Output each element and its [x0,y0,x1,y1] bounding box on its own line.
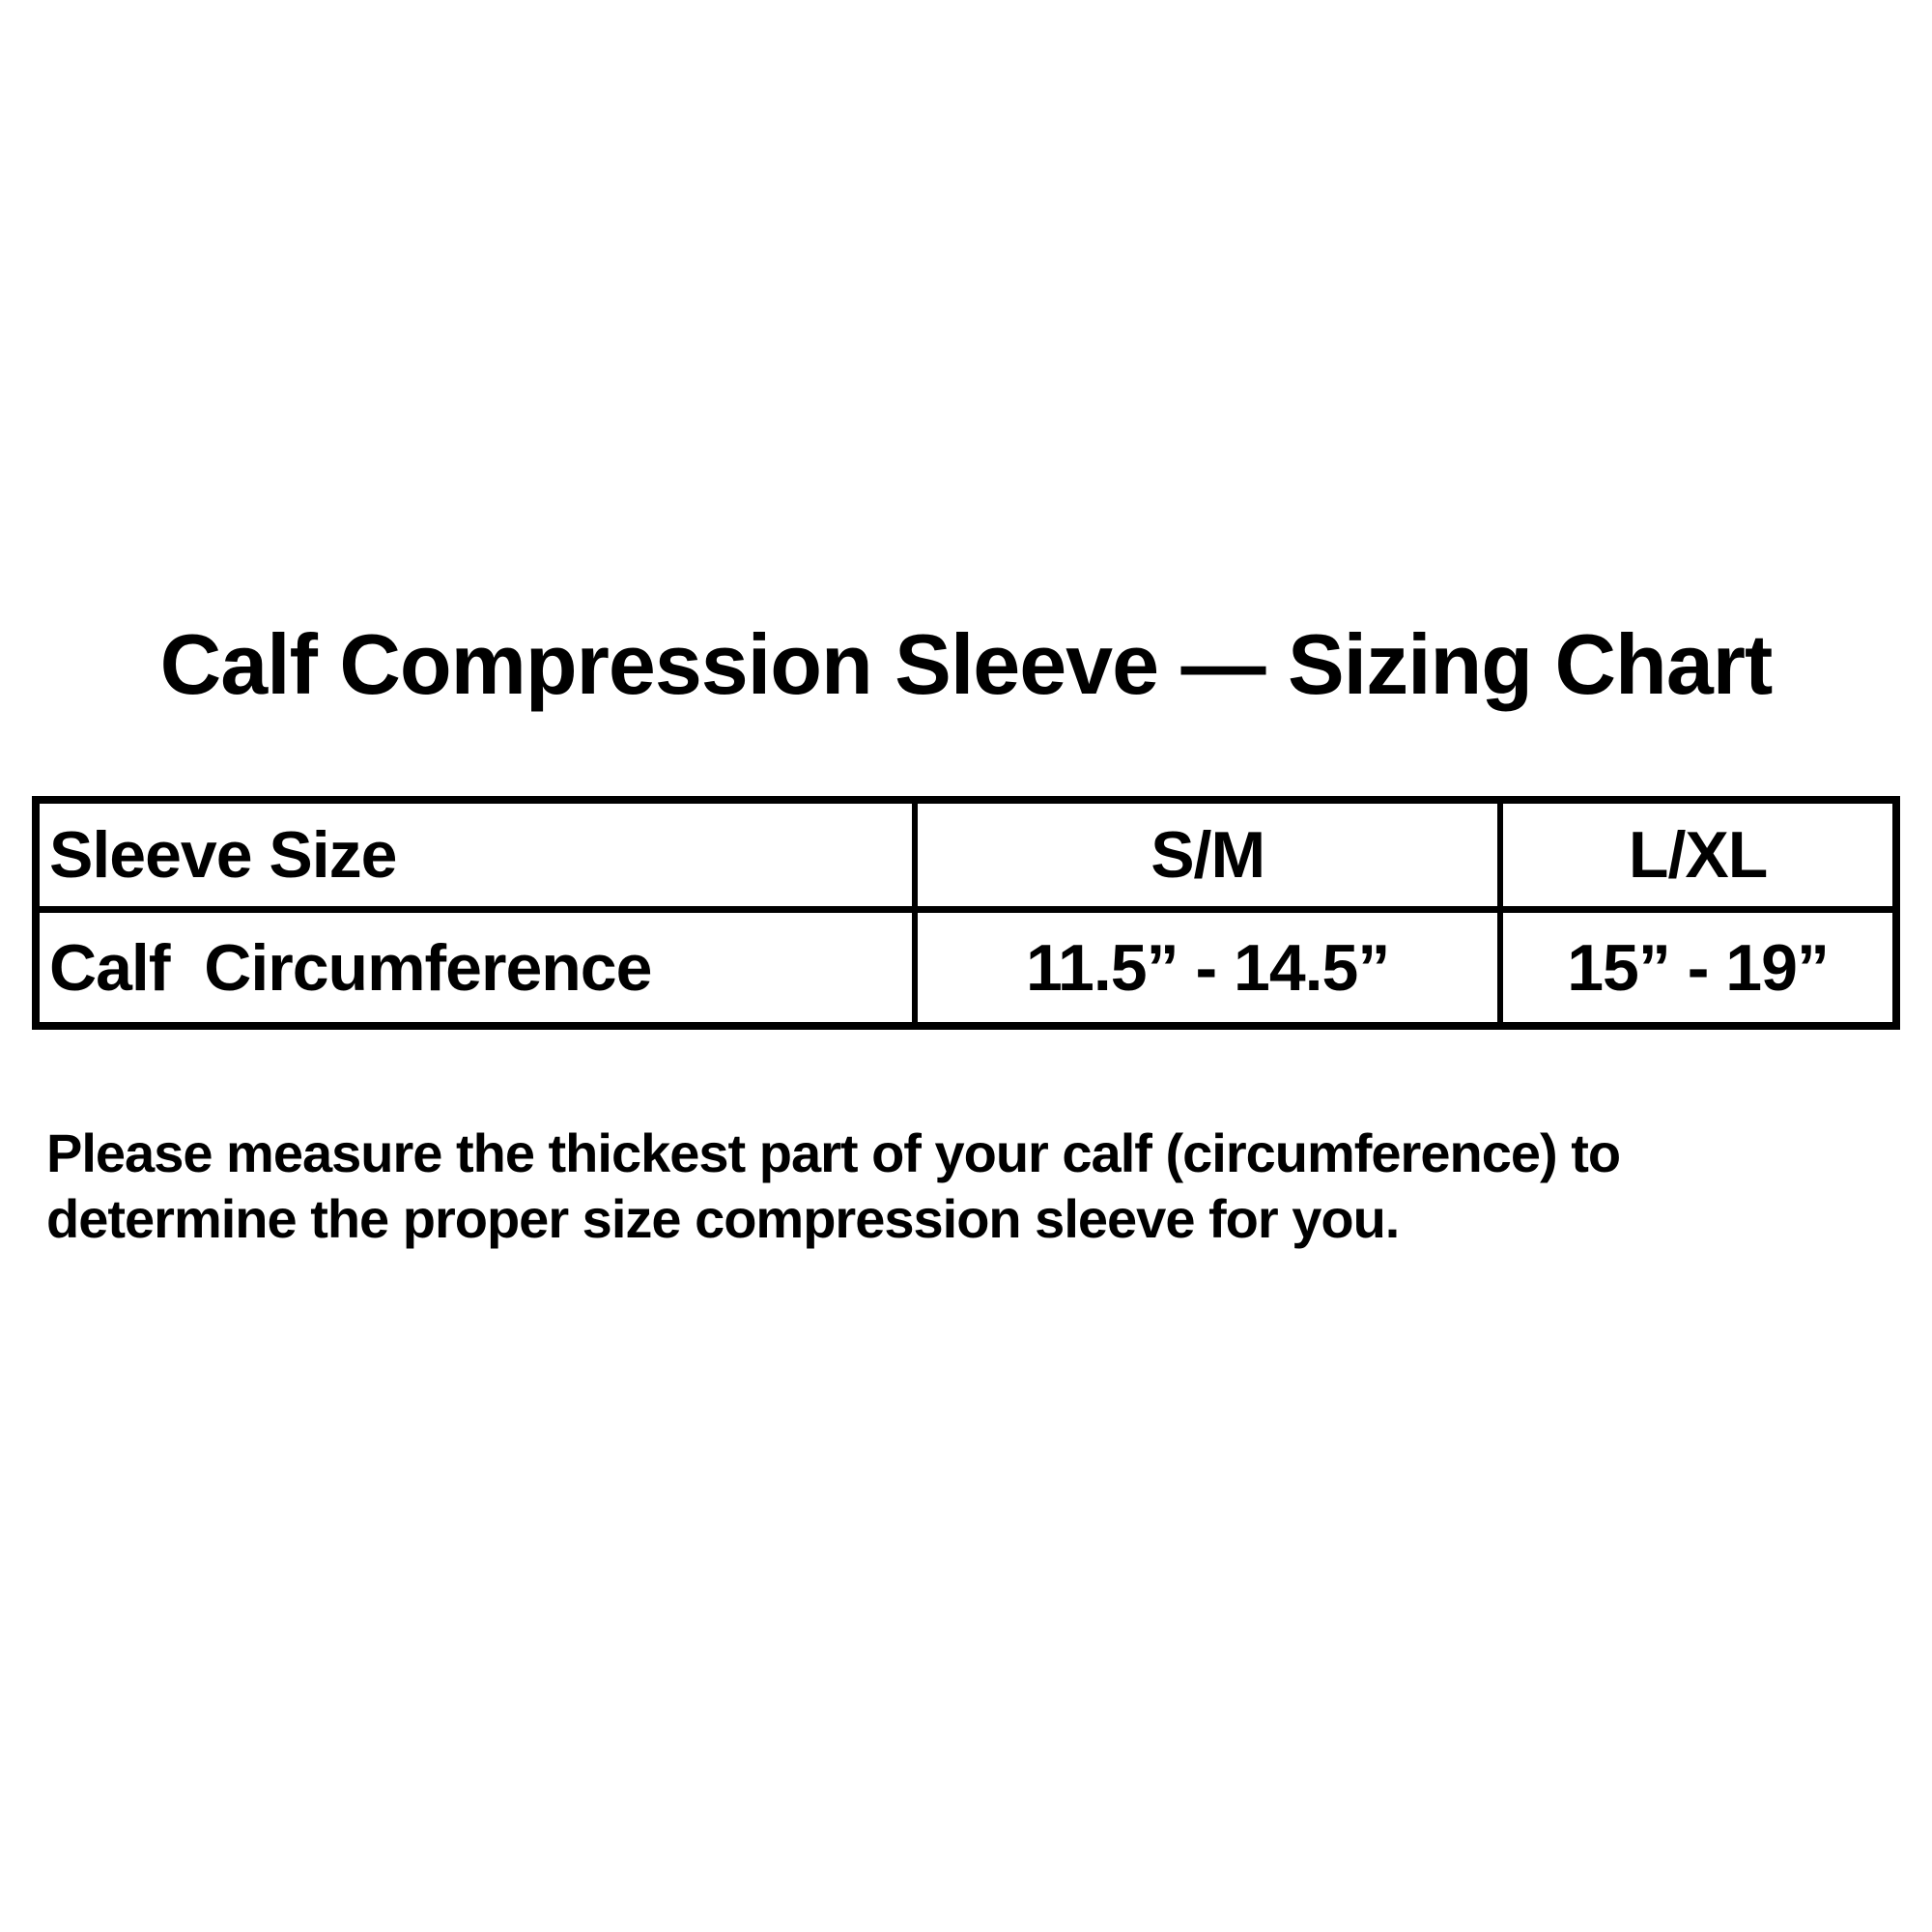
cell-calf-circumference-label: Calf Circumference [40,913,919,1022]
cell-range-lxl: 15” - 19” [1567,930,1830,1005]
page-title: Calf Compression Sleeve — Sizing Chart [159,616,1774,712]
cell-size-sm: S/M [918,804,1504,913]
note-text: Please measure the thickest part of your… [46,1121,1862,1252]
sizing-table: Sleeve Size S/M L/XL Calf Circumference … [32,796,1900,1030]
cell-range-sm: 11.5” - 14.5” [918,913,1504,1022]
cell-size-lxl: L/XL [1503,804,1892,913]
note-line-1: Please measure the thickest part of your… [46,1122,1621,1183]
cell-sleeve-size-label: Sleeve Size [40,804,919,913]
note-line-2: determine the proper size compression sl… [46,1188,1400,1249]
